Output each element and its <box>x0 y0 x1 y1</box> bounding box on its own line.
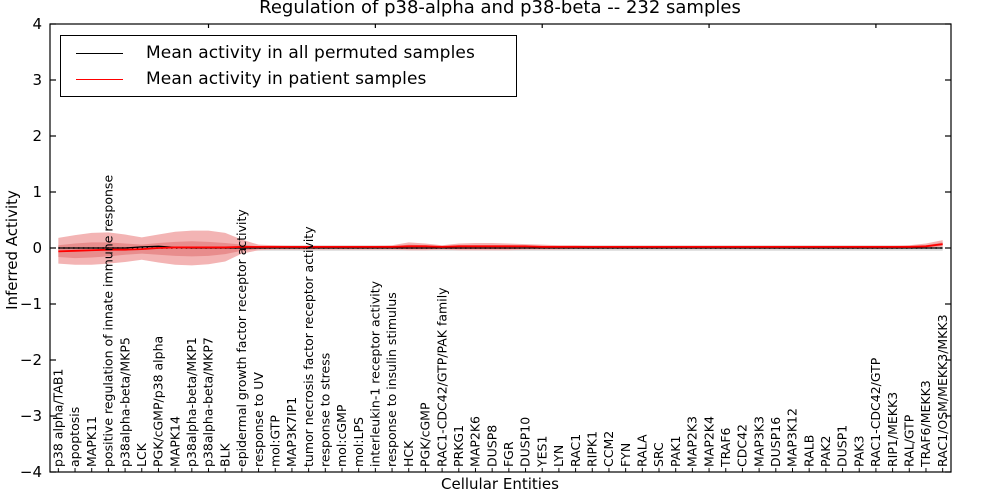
x-category-label: LYN <box>551 445 566 467</box>
x-category-label: RAC1-CDC42/GTP/PAK family <box>434 287 449 467</box>
y-tick-label: 0 <box>32 239 42 257</box>
x-category-label: response to stress <box>318 353 333 467</box>
x-category-label: response to UV <box>251 372 266 467</box>
legend: Mean activity in all permuted samples Me… <box>60 35 517 97</box>
x-category-label: MAPK11 <box>84 416 99 467</box>
x-category-label: HCK <box>401 440 416 467</box>
legend-label-patient: Mean activity in patient samples <box>146 69 427 89</box>
y-tick-label: −4 <box>20 463 42 481</box>
y-tick-label: 3 <box>32 71 42 89</box>
y-tick-label: 2 <box>32 127 42 145</box>
legend-item-patient: Mean activity in patient samples <box>61 69 516 89</box>
x-category-label: TRAF6/MEKK3 <box>918 380 933 468</box>
legend-item-permuted: Mean activity in all permuted samples <box>61 43 516 63</box>
x-category-label: MAP2K3 <box>685 416 700 467</box>
x-category-label: TRAF6 <box>718 427 733 468</box>
x-category-label: PRKG1 <box>451 425 466 467</box>
x-category-label: MAP3K12 <box>785 408 800 467</box>
x-category-label: RAL/GTP <box>901 414 916 467</box>
x-category-label: MAP3K3 <box>751 416 766 467</box>
x-category-label: PGK/cGMP/p38 alpha <box>151 336 166 467</box>
x-category-label: MAPK14 <box>167 416 182 467</box>
legend-line-sample-patient <box>76 78 123 80</box>
x-category-label: PAK3 <box>851 436 866 467</box>
x-category-label: RALB <box>801 435 816 467</box>
x-category-label: epidermal growth factor receptor activit… <box>234 209 249 467</box>
y-axis-label: Inferred Activity <box>3 190 21 310</box>
x-category-label: RAC1/OSM/MEKK3/MKK3 <box>935 314 950 467</box>
x-category-label: mol:GTP <box>267 415 282 467</box>
y-tick-label: −1 <box>20 295 42 313</box>
x-category-label: CCM2 <box>601 431 616 467</box>
x-category-label: MAP3K7IP1 <box>284 397 299 467</box>
x-category-label: YES1 <box>534 436 549 468</box>
y-tick-label: −3 <box>20 407 42 425</box>
x-category-label: DUSP16 <box>768 417 783 467</box>
x-category-label: RALA <box>635 434 650 467</box>
x-category-label: PGK/cGMP <box>418 402 433 467</box>
x-category-label: DUSP8 <box>484 425 499 467</box>
x-category-label: interleukin-1 receptor activity <box>368 280 383 467</box>
x-category-label: BLK <box>217 442 232 467</box>
x-category-label: RIP1/MEKK3 <box>885 392 900 467</box>
x-category-label: response to insulin stimulus <box>384 292 399 467</box>
x-category-label: p38alpha-beta/MKP1 <box>184 337 199 467</box>
x-category-label: p38 alpha/TAB1 <box>51 369 66 467</box>
x-category-label: SRC <box>651 442 666 467</box>
x-category-label: FGR <box>501 441 516 467</box>
x-category-label: PAK2 <box>818 436 833 467</box>
x-category-label: DUSP1 <box>835 425 850 467</box>
x-axis-label: Cellular Entities <box>441 475 559 493</box>
x-category-label: p38alpha-beta/MKP5 <box>117 337 132 467</box>
x-category-label: mol:LPS <box>351 417 366 467</box>
y-tick-label: 4 <box>32 15 42 33</box>
x-category-label: LCK <box>134 442 149 467</box>
x-category-label: p38alpha-beta/MKP7 <box>201 337 216 467</box>
chart-title: Regulation of p38-alpha and p38-beta -- … <box>259 0 741 18</box>
x-category-label: PAK1 <box>668 436 683 467</box>
patient-inner-band <box>58 241 943 259</box>
x-category-label: MAP2K6 <box>468 416 483 467</box>
x-category-label: RAC1-CDC42/GTP <box>868 357 883 467</box>
x-category-label: FYN <box>618 443 633 467</box>
x-category-label: DUSP10 <box>518 417 533 467</box>
x-category-label: MAP2K4 <box>701 416 716 467</box>
x-category-label: apoptosis <box>67 407 82 467</box>
patient-mean-line <box>58 243 943 253</box>
y-tick-label: −2 <box>20 351 42 369</box>
x-category-label: tumor necrosis factor receptor activity <box>301 226 316 467</box>
y-tick-label: 1 <box>32 183 42 201</box>
legend-label-permuted: Mean activity in all permuted samples <box>146 43 475 63</box>
x-category-label: RIPK1 <box>584 431 599 467</box>
x-category-label: mol:cGMP <box>334 404 349 467</box>
x-category-label: positive regulation of innate immune res… <box>101 175 116 467</box>
legend-line-sample-permuted <box>76 52 123 54</box>
x-category-label: CDC42 <box>735 424 750 467</box>
x-category-label: RAC1 <box>568 434 583 467</box>
